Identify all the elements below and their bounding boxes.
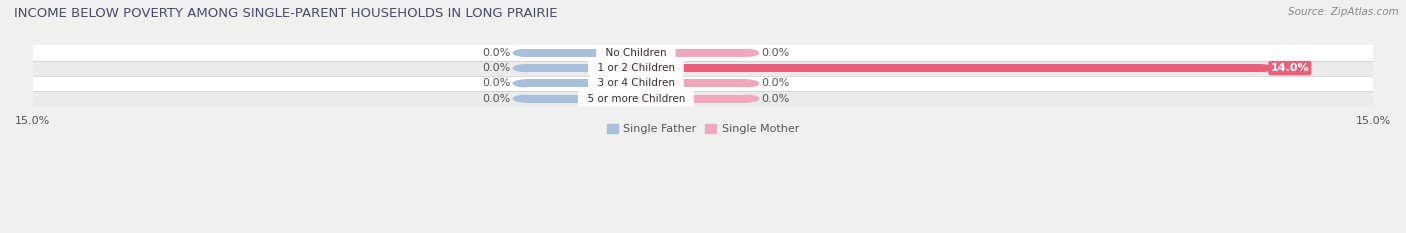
Circle shape [737,49,759,57]
Circle shape [624,64,648,72]
Circle shape [513,64,536,72]
Bar [524,49,636,57]
Circle shape [737,95,759,103]
Text: 0.0%: 0.0% [482,94,510,104]
Text: 14.0%: 14.0% [1271,63,1309,73]
Circle shape [624,95,648,103]
Legend: Single Father, Single Mother: Single Father, Single Mother [606,124,800,134]
Text: 0.0%: 0.0% [761,94,789,104]
Circle shape [513,79,536,87]
Circle shape [737,79,759,87]
Circle shape [624,49,648,57]
Bar [636,95,748,103]
Bar [524,95,636,103]
Text: 0.0%: 0.0% [761,78,789,88]
Bar [524,64,636,72]
Bar [636,64,1261,72]
Circle shape [513,95,536,103]
Circle shape [624,79,648,87]
Circle shape [1250,64,1274,72]
Text: INCOME BELOW POVERTY AMONG SINGLE-PARENT HOUSEHOLDS IN LONG PRAIRIE: INCOME BELOW POVERTY AMONG SINGLE-PARENT… [14,7,558,20]
Circle shape [624,64,648,72]
Bar [32,91,1374,106]
Bar [32,45,1374,61]
Text: 0.0%: 0.0% [482,48,510,58]
Text: Source: ZipAtlas.com: Source: ZipAtlas.com [1288,7,1399,17]
Circle shape [624,79,648,87]
Bar [636,49,748,57]
Text: 1 or 2 Children: 1 or 2 Children [591,63,682,73]
Bar [524,79,636,87]
Text: 0.0%: 0.0% [482,78,510,88]
Circle shape [624,95,648,103]
Bar [636,79,748,87]
Circle shape [513,49,536,57]
Bar [32,76,1374,91]
Circle shape [624,49,648,57]
Text: 3 or 4 Children: 3 or 4 Children [591,78,682,88]
Bar [32,61,1374,76]
Text: 5 or more Children: 5 or more Children [581,94,692,104]
Text: 0.0%: 0.0% [761,48,789,58]
Text: No Children: No Children [599,48,673,58]
Text: 0.0%: 0.0% [482,63,510,73]
